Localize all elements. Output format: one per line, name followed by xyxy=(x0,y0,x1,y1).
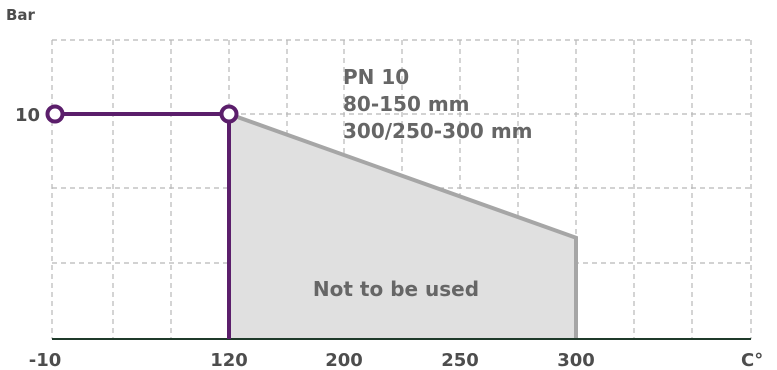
x-tick-label: 200 xyxy=(325,350,363,370)
y-tick-label: 10 xyxy=(15,105,40,126)
x-tick-label: 300 xyxy=(557,350,595,370)
series-line xyxy=(55,112,231,339)
x-axis-unit-label: C° xyxy=(741,350,763,370)
annotation-size-1: 80-150 mm xyxy=(343,92,470,116)
region-edge-line xyxy=(228,112,578,339)
y-axis-label: Bar xyxy=(6,6,36,24)
x-tick-label: 250 xyxy=(441,350,479,370)
x-tick-labels: -10 120 200 250 300 xyxy=(29,350,595,370)
not-to-be-used-region xyxy=(229,114,576,339)
annotation-pn: PN 10 xyxy=(343,65,409,89)
grid xyxy=(51,39,752,339)
x-tick-label: -10 xyxy=(29,350,62,370)
y-tick-labels: 10 xyxy=(15,105,40,126)
series-point-marker xyxy=(45,104,65,124)
region-label: Not to be used xyxy=(313,277,479,301)
x-tick-label: 120 xyxy=(210,350,248,370)
series-markers xyxy=(45,104,239,124)
annotation-size-2: 300/250-300 mm xyxy=(343,119,533,143)
series-point-marker xyxy=(219,104,239,124)
